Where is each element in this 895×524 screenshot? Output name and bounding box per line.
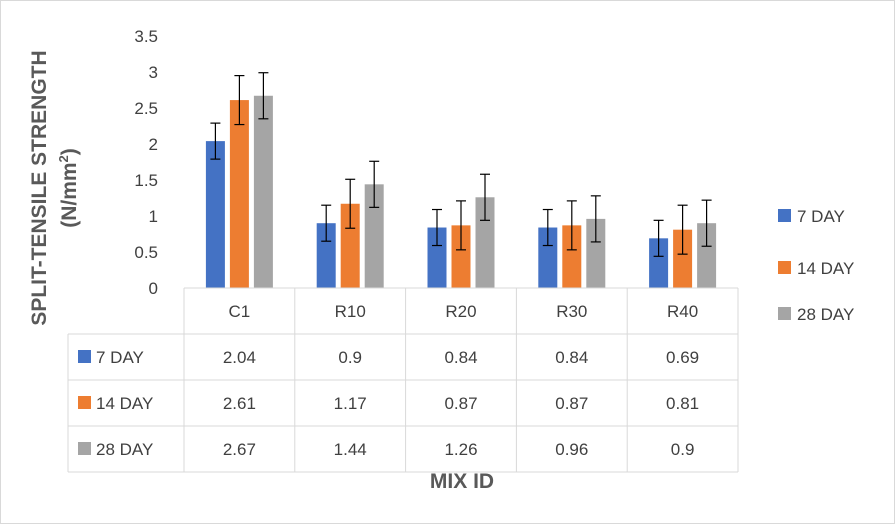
y-axis-unit-suffix: ) <box>58 148 81 155</box>
error-bar <box>369 160 380 208</box>
bar-7-day-c1 <box>205 141 225 288</box>
bar-14-day-r30 <box>562 225 582 288</box>
table-legend-key <box>78 350 91 363</box>
error-bar <box>590 195 601 243</box>
bar-7-day-r40 <box>649 238 669 288</box>
bar-28-day-r40 <box>697 223 717 288</box>
table-cell: 0.81 <box>666 394 699 413</box>
y-tick-label: 3.5 <box>134 27 158 46</box>
bar-7-day-r30 <box>538 227 558 288</box>
error-bar <box>258 72 269 120</box>
table-cell: 0.87 <box>444 394 477 413</box>
error-bar <box>432 208 442 247</box>
table-legend-key <box>78 396 91 409</box>
legend-item: 7 DAY <box>778 207 845 226</box>
error-bar <box>456 200 466 251</box>
bar-7-day-r20 <box>427 227 447 288</box>
error-bar <box>701 199 712 247</box>
table-cell: 0.84 <box>555 348 588 367</box>
bar-28-day-r10 <box>364 184 384 288</box>
y-axis-ticks: 0 0.5 1 1.5 2 2.5 3 3.5 <box>134 27 158 298</box>
table-cell: 1.17 <box>334 394 367 413</box>
y-tick-label: 1 <box>149 207 158 226</box>
error-bar <box>677 204 688 255</box>
legend-label: 7 DAY <box>797 207 845 226</box>
error-bar <box>542 208 553 247</box>
table-cell: 2.67 <box>223 440 256 459</box>
legend-label: 28 DAY <box>797 305 854 324</box>
legend-swatch <box>778 307 791 320</box>
bar-28-day-r30 <box>586 218 606 288</box>
table-cell: 1.26 <box>444 440 477 459</box>
table-cell: 0.87 <box>555 394 588 413</box>
x-tick-label: R40 <box>667 302 698 321</box>
legend-swatch <box>778 209 791 222</box>
legend-swatch <box>778 261 791 274</box>
table-cell: 0.96 <box>555 440 588 459</box>
table-cell: 2.61 <box>223 394 256 413</box>
plot-area <box>205 72 717 288</box>
table-cell: 0.69 <box>666 348 699 367</box>
error-bar <box>566 200 577 251</box>
y-axis-unit-prefix: (N/mm <box>58 162 81 227</box>
table-cell: 2.04 <box>223 348 256 367</box>
table-legend-key <box>78 442 91 455</box>
table-cell: 0.9 <box>338 348 362 367</box>
y-axis-unit-sup: 2 <box>56 155 71 162</box>
x-axis-title: MIX ID <box>430 470 494 493</box>
table-cell: 1.44 <box>334 440 367 459</box>
legend: 7 DAY 14 DAY 28 DAY <box>778 207 854 324</box>
bar-14-day-r10 <box>340 203 360 288</box>
table-cell: 0.9 <box>671 440 695 459</box>
x-tick-label: R20 <box>445 302 476 321</box>
table-row-label: 28 DAY <box>96 440 153 459</box>
legend-item: 28 DAY <box>778 305 854 324</box>
y-tick-label: 0 <box>149 279 158 298</box>
y-axis-title-line2: (N/mm2) <box>56 148 81 228</box>
bar-14-day-c1 <box>229 100 249 288</box>
bar-7-day-r10 <box>316 223 336 288</box>
data-table: C1 R10 R20 R30 R40 7 DAY 2.04 0.9 0.84 0.84 0.69 14… <box>67 287 739 473</box>
bar-14-day-r40 <box>673 229 693 288</box>
table-cell: 0.84 <box>444 348 477 367</box>
table-row-label: 14 DAY <box>96 394 153 413</box>
x-tick-label: R30 <box>556 302 587 321</box>
error-bar <box>210 122 221 160</box>
x-tick-label: R10 <box>335 302 366 321</box>
y-tick-label: 2 <box>149 135 158 154</box>
error-bar <box>234 74 245 126</box>
bar-28-day-c1 <box>253 95 273 288</box>
y-tick-label: 0.5 <box>134 243 158 262</box>
y-tick-label: 2.5 <box>134 99 158 118</box>
bar-14-day-r20 <box>451 225 471 288</box>
error-bar <box>653 219 664 257</box>
y-axis-title-line1: SPLIT-TENSILE STRENGTH <box>28 50 51 325</box>
x-tick-label: C1 <box>229 302 251 321</box>
y-tick-label: 1.5 <box>134 171 158 190</box>
error-bar <box>480 173 490 221</box>
legend-label: 14 DAY <box>797 259 854 278</box>
legend-item: 14 DAY <box>778 259 854 278</box>
error-bar <box>345 178 356 229</box>
table-row-label: 7 DAY <box>96 348 144 367</box>
error-bar <box>321 204 332 242</box>
y-tick-label: 3 <box>149 63 158 82</box>
